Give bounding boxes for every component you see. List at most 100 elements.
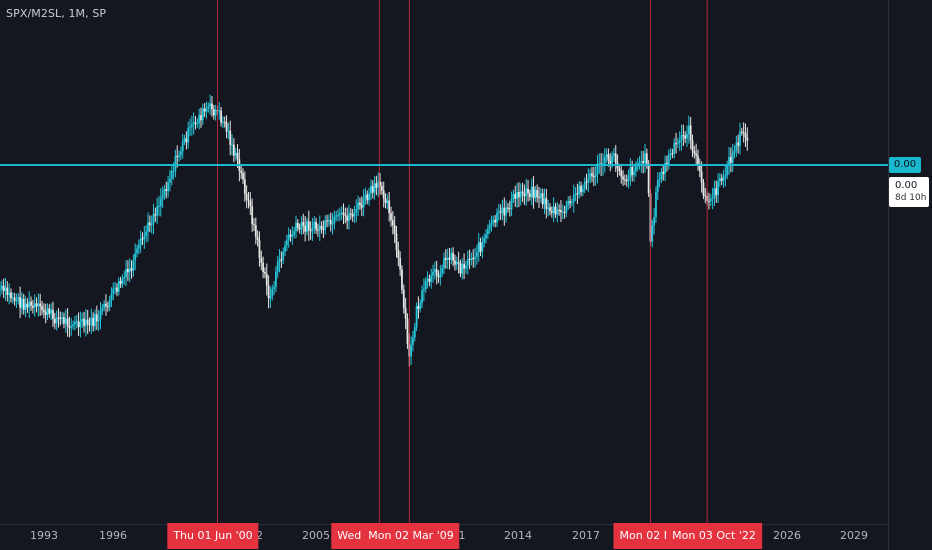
candle-body	[183, 138, 186, 142]
candle-body	[629, 167, 632, 178]
candle-body	[682, 135, 685, 137]
candle-body	[159, 198, 162, 206]
candle-body	[242, 172, 244, 180]
candle-body	[731, 153, 734, 163]
candle-body	[130, 268, 133, 271]
candle-body	[119, 280, 122, 284]
symbol-title: SPX/M2SL, 1M, SP	[6, 7, 107, 20]
candle-body	[17, 297, 20, 301]
line-value-badge: 0.00	[889, 157, 921, 173]
candle-body	[667, 154, 670, 165]
candle-body	[503, 207, 506, 216]
candle-body	[346, 216, 349, 221]
candle-body	[337, 215, 339, 217]
candle-body	[203, 108, 206, 112]
candle-body	[132, 260, 135, 271]
candle-body	[713, 188, 716, 198]
candle-body	[243, 179, 246, 194]
candle-body	[214, 110, 217, 116]
candle-body	[167, 182, 169, 192]
candle-body	[541, 193, 544, 205]
candle-body	[201, 108, 204, 121]
candle-body	[106, 306, 109, 308]
date-tag-mar-2009: Mon 02 Mar '09	[362, 523, 460, 549]
candle-body	[0, 285, 3, 290]
candle-body	[419, 303, 422, 309]
candle-body	[148, 222, 151, 226]
candle-body	[461, 263, 464, 274]
candle-body	[48, 308, 51, 314]
candle-body	[388, 200, 391, 214]
candle-body	[0, 289, 1, 291]
candle-body	[298, 227, 301, 230]
candle-body	[83, 318, 85, 326]
candle-body	[717, 181, 719, 196]
candle-body	[737, 142, 740, 146]
candle-body	[486, 229, 489, 235]
candle-body	[256, 236, 259, 241]
candle-body	[689, 125, 692, 141]
candle-body	[744, 132, 747, 138]
candle-body	[671, 153, 674, 155]
x-tick-label: 1993	[30, 529, 58, 542]
candle-body	[645, 153, 648, 164]
candle-body	[507, 207, 509, 209]
candle-body	[156, 206, 159, 216]
candle-body	[280, 259, 283, 261]
candle-body	[571, 202, 573, 204]
candle-body	[742, 132, 745, 134]
candle-body	[79, 321, 82, 328]
candle-body	[550, 211, 553, 213]
candle-body	[194, 122, 197, 124]
candle-body	[459, 263, 462, 274]
candle-body	[324, 220, 327, 230]
candle-body	[565, 205, 568, 213]
candle-body	[52, 309, 54, 319]
candle-body	[315, 221, 317, 230]
candle-body	[307, 221, 310, 231]
candle-body	[147, 222, 149, 232]
candle-body	[35, 303, 38, 307]
candle-body	[318, 225, 321, 231]
candle-body	[21, 298, 23, 308]
candle-body	[357, 202, 360, 209]
candle-body	[57, 317, 60, 319]
candle-body	[44, 311, 47, 316]
candle-body	[251, 206, 254, 225]
candle-body	[108, 299, 111, 308]
candle-body	[8, 292, 11, 296]
candle-body	[181, 141, 184, 152]
candle-body	[536, 189, 539, 198]
candle-body	[653, 217, 656, 226]
candle-body	[105, 303, 107, 307]
candle-body	[463, 263, 465, 269]
candle-body	[684, 135, 687, 139]
candle-body	[514, 193, 517, 199]
candle-body	[552, 206, 555, 213]
candle-body	[669, 153, 672, 155]
candle-body	[26, 303, 29, 308]
candle-body	[42, 309, 45, 312]
candle-body	[644, 153, 646, 164]
candle-body	[680, 135, 683, 140]
candle-body	[567, 201, 570, 206]
candles-layer	[0, 94, 749, 367]
candle-body	[30, 301, 32, 306]
candle-body	[534, 189, 537, 199]
candle-body	[223, 121, 226, 123]
candle-body	[547, 207, 550, 210]
x-tick-label: 2014	[504, 529, 532, 542]
x-tick-label: 1996	[99, 529, 127, 542]
candle-body	[205, 108, 208, 112]
candle-body	[116, 287, 118, 292]
candle-body	[719, 178, 721, 182]
candle-body	[448, 257, 451, 260]
candle-body	[443, 258, 445, 269]
candle-body	[249, 200, 252, 207]
candle-body	[88, 324, 91, 326]
candle-body	[642, 161, 645, 164]
candle-body	[633, 171, 635, 176]
candle-body	[262, 262, 265, 273]
candle-body	[386, 200, 389, 204]
